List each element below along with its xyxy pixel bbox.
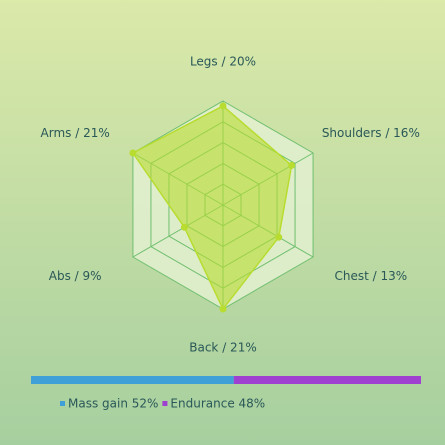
data-point bbox=[275, 233, 283, 241]
legend-label: Endurance 48% bbox=[170, 397, 265, 411]
data-point bbox=[129, 149, 137, 157]
axis-label: Back / 21% bbox=[189, 341, 256, 355]
data-point bbox=[219, 305, 227, 313]
axis-label: Legs / 20% bbox=[190, 55, 256, 69]
data-point bbox=[288, 161, 296, 169]
bar-segment bbox=[233, 376, 421, 384]
legend-label: Mass gain 52% bbox=[68, 397, 158, 411]
data-point bbox=[180, 223, 188, 231]
axis-label: Arms / 21% bbox=[41, 126, 110, 140]
axis-label: Chest / 13% bbox=[335, 269, 408, 283]
legend-swatch bbox=[60, 401, 65, 406]
data-point bbox=[219, 102, 227, 110]
legend-swatch bbox=[162, 401, 168, 406]
bar-segment bbox=[31, 376, 234, 384]
axis-label: Shoulders / 16% bbox=[322, 126, 420, 140]
axis-label: Abs / 9% bbox=[49, 269, 102, 283]
